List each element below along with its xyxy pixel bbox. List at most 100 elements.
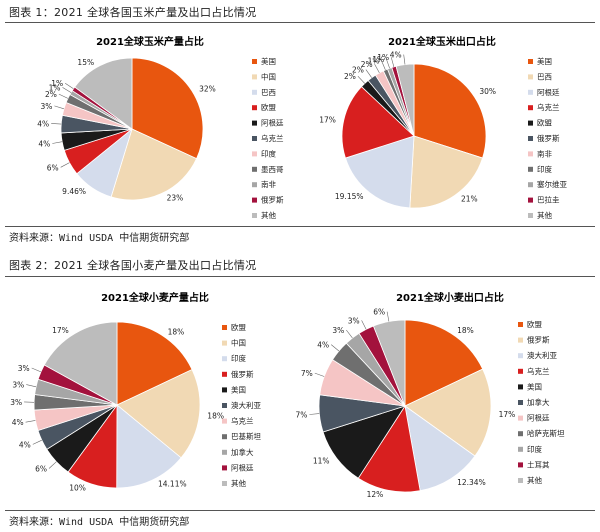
legend-swatch [528, 213, 533, 218]
slice-label: 3% [348, 316, 360, 325]
legend-label: 俄罗斯 [231, 369, 254, 379]
legend-label: 印度 [537, 164, 552, 174]
legend-label: 俄罗斯 [527, 335, 550, 345]
legend-label: 阿根廷 [527, 413, 550, 423]
legend-swatch [222, 465, 227, 471]
leader-line [386, 311, 390, 322]
leader-line [62, 87, 72, 93]
pie-slice [74, 57, 133, 130]
slice-label: 6% [35, 465, 47, 474]
slice-label: 9.46% [62, 187, 86, 196]
leader-line [403, 54, 406, 65]
legend-swatch [252, 59, 257, 64]
slice-label: 18% [457, 326, 474, 335]
figure2-bottom-rule [5, 510, 595, 511]
legend-swatch [252, 166, 257, 172]
pie-slice [404, 319, 484, 407]
figure1-bottom-rule [5, 226, 595, 227]
slice-label: 7% [301, 369, 313, 378]
legend-label: 美国 [537, 56, 552, 66]
legend-label: 阿根廷 [261, 118, 284, 128]
pie-slice [341, 86, 415, 159]
slice-label: 1% [377, 53, 389, 62]
leader-line [54, 105, 64, 110]
legend-swatch [518, 415, 523, 421]
legend-label: 欧盟 [537, 118, 552, 128]
slice-label: 4% [38, 140, 50, 149]
legend-swatch [518, 462, 523, 468]
legend-label: 南非 [261, 179, 276, 189]
legend-label: 乌克兰 [261, 133, 284, 143]
legend-swatch [528, 166, 533, 172]
legend-swatch [222, 325, 227, 330]
legend-label: 印度 [527, 444, 542, 454]
legend-label: 阿根廷 [231, 462, 254, 472]
pie-slice [116, 404, 182, 489]
legend-swatch [222, 340, 227, 346]
leader-line [361, 320, 367, 330]
leader-line [365, 69, 372, 78]
slice-label: 3% [10, 398, 22, 407]
legend-swatch [222, 481, 227, 486]
legend-label: 欧盟 [261, 102, 276, 112]
legend-swatch [528, 120, 533, 126]
leader-line [25, 420, 36, 423]
legend-swatch [518, 353, 523, 359]
figure1-top-rule [5, 22, 595, 23]
legend-swatch [252, 105, 257, 111]
legend-label: 俄罗斯 [537, 133, 560, 143]
legend-swatch [518, 322, 523, 327]
legend-swatch [222, 449, 227, 455]
leader-line [386, 58, 390, 69]
leader-line [52, 141, 63, 144]
legend-label: 其他 [231, 478, 246, 488]
legend-label: 欧盟 [231, 322, 246, 332]
legend-label: 其他 [261, 210, 276, 220]
legend-label: 欧盟 [527, 319, 542, 329]
legend-label: 印度 [231, 353, 246, 363]
slice-label: 4% [317, 341, 329, 350]
legend-swatch [252, 120, 257, 126]
leader-line [381, 60, 386, 71]
legend-swatch [252, 213, 257, 218]
slice-label: 17% [52, 326, 69, 335]
slice-label: 10% [69, 484, 86, 493]
legend-swatch [528, 74, 533, 80]
legend-label: 乌克兰 [527, 366, 550, 376]
legend-label: 加拿大 [231, 447, 254, 457]
slice-label: 3% [18, 364, 30, 373]
pie-slice [43, 321, 118, 406]
legend-swatch [252, 89, 257, 95]
legend-swatch [252, 74, 257, 80]
slice-label: 7% [295, 411, 307, 420]
leader-line [32, 439, 42, 445]
slice-label: 12% [367, 490, 384, 499]
pie-slice [404, 368, 492, 457]
legend-label: 澳大利亚 [527, 350, 557, 360]
legend-label: 哈萨克斯坦 [527, 428, 565, 438]
pie-slice [409, 135, 484, 209]
leader-line [51, 123, 62, 125]
slice-label: 18% [168, 328, 185, 337]
slice-label: 19.15% [335, 192, 364, 201]
legend-swatch [518, 384, 523, 390]
slice-label: 2% [45, 90, 57, 99]
legend-label: 塞尔维亚 [537, 179, 567, 189]
legend-label: 阿根廷 [537, 87, 560, 97]
legend-swatch [518, 400, 523, 405]
pie-slice [344, 135, 415, 209]
slice-label: 3% [12, 381, 24, 390]
figure2-title: 图表 2：2021 全球各国小麦产量及出口占比情况 [9, 259, 257, 272]
slice-label: 1% [372, 55, 384, 64]
legend-label: 墨西哥 [261, 165, 284, 174]
slice-label: 2% [361, 60, 373, 69]
slice-label: 12.34% [457, 478, 486, 487]
leader-line [60, 162, 70, 168]
legend-swatch [518, 368, 523, 374]
pie-slice [110, 128, 198, 201]
slice-label: 30% [479, 87, 496, 96]
legend-label: 俄罗斯 [261, 195, 284, 205]
legend-swatch [252, 136, 257, 141]
figure2-top-rule [5, 276, 595, 277]
